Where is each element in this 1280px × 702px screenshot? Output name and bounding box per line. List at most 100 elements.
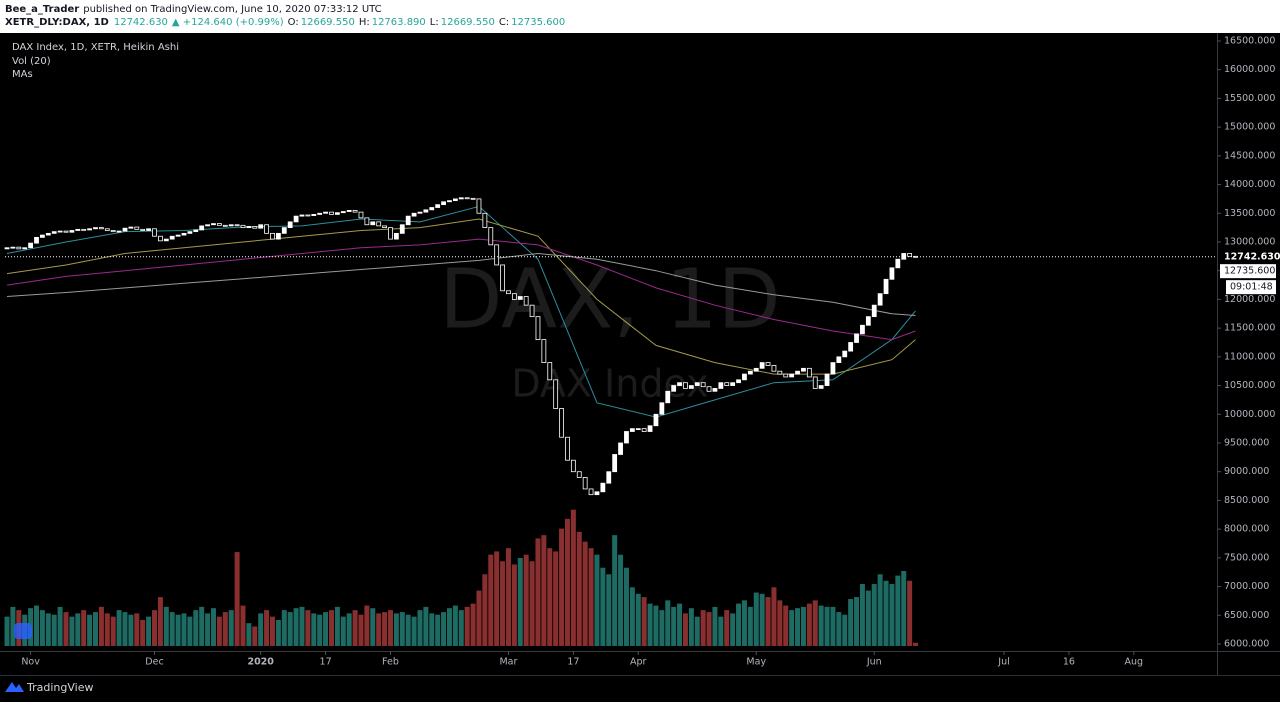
footer-logo[interactable] [5, 682, 24, 692]
candle [258, 224, 264, 229]
candle [299, 214, 305, 217]
volume-bar [370, 608, 376, 646]
candle [199, 225, 205, 231]
candle [205, 224, 210, 227]
candle [889, 267, 895, 280]
candle [399, 224, 405, 234]
volume-bar [246, 623, 252, 646]
volume-bar [340, 616, 346, 646]
volume-bar [39, 610, 45, 646]
volume-bar [836, 612, 842, 646]
volume-bar [311, 613, 317, 646]
volume-bar [75, 613, 81, 646]
volume-bar [730, 613, 736, 646]
volume-bar [541, 535, 547, 646]
candle [45, 232, 51, 236]
candle [452, 198, 458, 202]
candle [240, 224, 246, 229]
volume-bar [258, 613, 264, 646]
volume-bar [476, 590, 482, 646]
candle [671, 385, 677, 392]
volume-bar [151, 610, 157, 646]
candle [181, 232, 187, 236]
candle [16, 246, 22, 250]
candle [110, 230, 116, 233]
volume-bar [10, 606, 16, 646]
volume-bar [346, 613, 352, 646]
volume-bar [441, 612, 447, 646]
candle [193, 229, 199, 233]
candle [600, 482, 606, 493]
close-label: C: [499, 17, 509, 28]
legend-volume[interactable]: Vol (20) [12, 56, 51, 67]
candle [553, 379, 559, 409]
candle [588, 488, 594, 496]
publish-line: Bee_a_Trader published on TradingView.com… [5, 4, 382, 15]
candle [87, 228, 92, 231]
close-price-box [1220, 264, 1276, 279]
volume-bar [736, 603, 742, 646]
candle [712, 388, 718, 392]
legend-mas[interactable]: MAs [12, 69, 33, 80]
volume-bar [216, 616, 222, 646]
volume-bar [51, 614, 57, 646]
candle [506, 290, 511, 295]
author[interactable]: Bee_a_Trader [5, 4, 79, 15]
close: 12735.600 [511, 17, 565, 28]
y-tick-label: 6500.000 [1224, 610, 1269, 621]
candle [122, 227, 128, 232]
volume-bar [783, 605, 789, 646]
y-tick-label: 15000.000 [1224, 122, 1275, 133]
volume-bar [334, 606, 340, 646]
volume-bar [677, 603, 683, 646]
candle [163, 238, 169, 242]
candle [871, 304, 877, 318]
volume-bar [895, 575, 901, 646]
candle [393, 232, 399, 240]
candle [801, 367, 806, 372]
candle [747, 370, 753, 375]
candle [700, 382, 706, 388]
y-tick-label: 9000.000 [1224, 466, 1269, 477]
candle [104, 228, 110, 231]
volume-bar [741, 600, 747, 646]
candle [718, 382, 724, 389]
candle [877, 293, 883, 306]
volume-bar [688, 608, 694, 646]
candle [559, 408, 564, 438]
volume-bar [181, 613, 187, 646]
volume-bar [4, 616, 10, 646]
volume-bar [653, 605, 659, 646]
volume-bar [901, 571, 907, 646]
candle [447, 200, 452, 203]
volume-bar [458, 610, 464, 646]
watermark-subtitle: DAX Index [511, 362, 708, 406]
volume-bar [564, 518, 570, 646]
volume-bar [169, 612, 175, 646]
volume-bar [576, 531, 582, 646]
volume-bar [588, 548, 594, 646]
y-tick-label: 11500.000 [1224, 323, 1275, 334]
volume-bar [494, 551, 500, 646]
candle [529, 304, 535, 318]
candle [771, 365, 777, 372]
candle [759, 362, 765, 369]
volume-bar [328, 610, 334, 646]
last: 12742.630 [114, 17, 168, 28]
candle [370, 221, 376, 226]
volume-bar [700, 610, 706, 646]
moving-average [6, 252, 916, 316]
volume-bar [789, 610, 795, 646]
volume-bar [606, 574, 612, 646]
low-label: L: [430, 17, 439, 28]
volume-bar [228, 610, 234, 646]
volume-bar [376, 613, 382, 646]
candle [848, 342, 854, 352]
legend-main[interactable]: DAX Index, 1D, XETR, Heikin Ashi [12, 42, 179, 53]
volume-bar [399, 612, 405, 646]
candle [795, 370, 800, 375]
volume-bar [706, 612, 712, 646]
candle [340, 211, 346, 214]
footer-brand[interactable]: TradingView [26, 681, 93, 694]
volume-bar [629, 587, 635, 646]
